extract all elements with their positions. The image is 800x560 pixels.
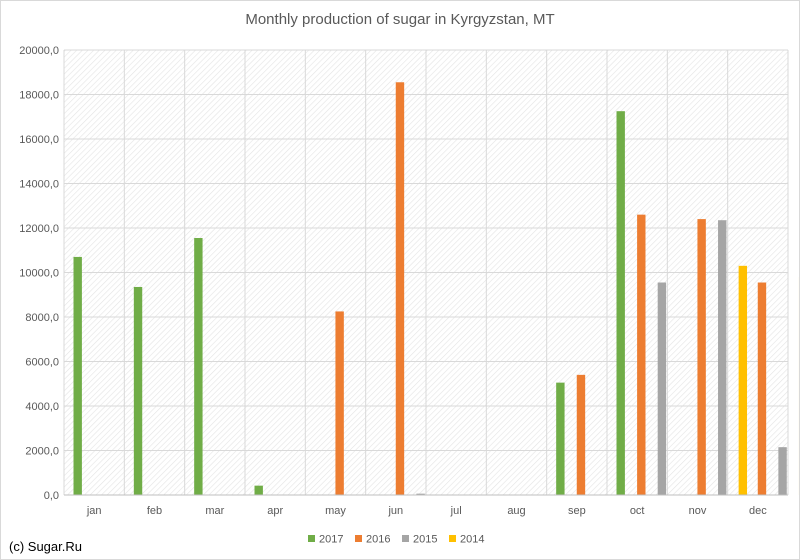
x-tick-label: jun <box>387 505 403 517</box>
y-tick-label: 18000,0 <box>19 90 59 102</box>
legend-swatch-2016 <box>355 535 362 542</box>
legend-label-2016: 2016 <box>366 534 390 546</box>
bar-2017-feb <box>133 286 143 495</box>
legend-swatch-2015 <box>402 535 409 542</box>
bar-2016-oct <box>637 214 646 495</box>
y-tick-label: 10000,0 <box>19 268 59 280</box>
y-tick-label: 6000,0 <box>25 357 59 369</box>
legend-swatch-2014 <box>449 535 456 542</box>
legend-label-2014: 2014 <box>460 534 484 546</box>
bar-2016-dec <box>757 282 767 495</box>
axes: 0,0 2000,0 4000,0 6000,0 8000,0 10000,0 12000,… <box>19 45 788 517</box>
bar-2015-jun <box>416 493 425 495</box>
y-tick-label: 4000,0 <box>25 401 59 413</box>
legend: 2017 2016 2015 2014 <box>308 534 484 546</box>
y-tick-label: 16000,0 <box>19 134 59 146</box>
bar-2016-jun <box>395 82 405 495</box>
bar-2017-sep <box>556 382 565 495</box>
x-tick-label: oct <box>630 505 645 517</box>
x-tick-label: nov <box>689 505 707 517</box>
y-tick-label: 20000,0 <box>19 45 59 57</box>
x-tick-label: mar <box>205 505 224 517</box>
copyright-text: (c) Sugar.Ru <box>9 539 82 554</box>
legend-label-2015: 2015 <box>413 534 437 546</box>
y-tick-label: 14000,0 <box>19 179 59 191</box>
bar-2017-oct <box>616 111 625 495</box>
bar-2016-may <box>335 311 344 495</box>
y-tick-label: 0,0 <box>44 490 59 502</box>
legend-label-2017: 2017 <box>319 534 343 546</box>
bar-2015-oct <box>657 282 667 495</box>
x-tick-label: aug <box>507 505 525 517</box>
bar-2015-dec <box>778 447 787 495</box>
x-tick-label: sep <box>568 505 586 517</box>
y-tick-label: 2000,0 <box>25 446 59 458</box>
x-tick-label: apr <box>267 505 283 517</box>
bar-2016-nov <box>697 219 706 495</box>
x-tick-label: dec <box>749 505 767 517</box>
bar-2016-sep <box>576 374 586 495</box>
bar-2017-mar <box>194 238 203 495</box>
bars <box>73 82 799 495</box>
y-tick-label: 12000,0 <box>19 223 59 235</box>
bar-2017-apr <box>254 485 263 495</box>
bar-2014-nov <box>738 265 748 495</box>
y-tick-label: 8000,0 <box>25 312 59 324</box>
legend-swatch-2017 <box>308 535 315 542</box>
x-tick-label: jan <box>86 505 102 517</box>
x-tick-label: may <box>325 505 346 517</box>
bar-2017-jan <box>73 256 82 495</box>
bar-2015-nov <box>718 220 727 495</box>
x-tick-label: jul <box>450 505 462 517</box>
chart-title: Monthly production of sugar in Kyrgyzsta… <box>245 11 555 28</box>
x-tick-label: feb <box>147 505 162 517</box>
